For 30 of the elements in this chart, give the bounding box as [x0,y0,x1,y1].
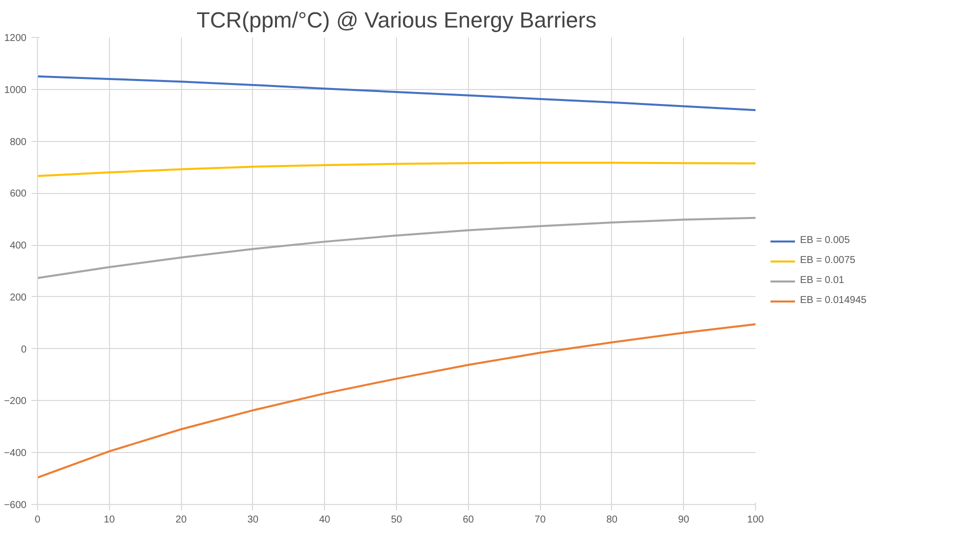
x-tick-label: 40 [319,514,331,526]
y-tick-label: −400 [4,448,27,460]
y-tick-label: 200 [10,292,27,304]
y-tick-label: 600 [10,188,27,200]
y-tick-label: −600 [4,500,27,511]
legend-label: EB = 0.014945 [800,295,868,306]
x-tick-label: 30 [247,514,259,526]
y-tick-label: 400 [10,240,27,252]
legend-label: EB = 0.01 [800,275,846,286]
x-tick-label: 70 [534,514,546,526]
y-tick-label: 800 [10,136,27,148]
legend-label: EB = 0.005 [800,235,851,246]
legend-label: EB = 0.0075 [800,255,856,266]
x-tick-label: 60 [462,514,474,526]
x-tick-label: 90 [678,514,690,526]
x-tick-label: 10 [104,514,116,526]
line-series [38,162,756,178]
y-tick-label: 0 [20,344,27,356]
x-tick-label: 80 [606,514,618,526]
line-series [38,216,756,280]
x-tick-label: 0 [34,514,41,526]
y-tick-label: 1000 [4,84,27,96]
x-tick-label: 100 [747,514,764,526]
x-tick-label: 20 [176,514,188,526]
y-tick-label: 1200 [4,33,27,44]
line-series [38,75,756,112]
chart-title: TCR(ppm/°C) @ Various Energy Barriers [196,8,596,32]
y-tick-label: −200 [4,396,27,408]
line-series [38,323,756,479]
x-tick-label: 50 [390,514,402,526]
